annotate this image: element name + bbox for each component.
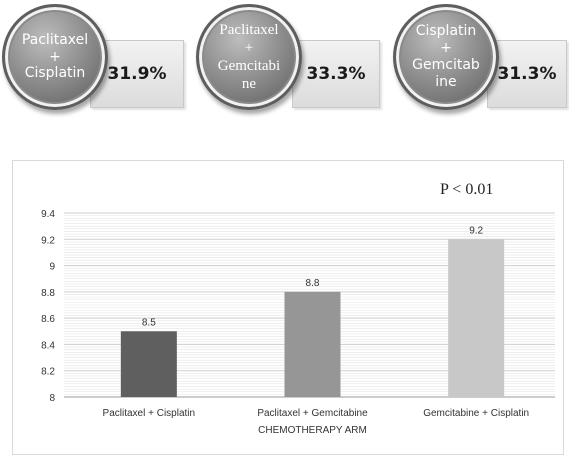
y-tick-label: 8.4 xyxy=(41,340,55,351)
p-value-annotation: P < 0.01 xyxy=(440,181,494,198)
x-tick-label: Paclitaxel + Gemcitabine xyxy=(257,408,368,419)
bar xyxy=(120,331,177,397)
y-tick-label: 9.2 xyxy=(41,235,55,246)
bar xyxy=(448,239,505,397)
y-tick-label: 8.2 xyxy=(41,367,55,378)
x-axis-title: CHEMOTHERAPY ARM xyxy=(258,425,367,436)
arm-circle: Paclitaxel + Cisplatin xyxy=(2,4,108,110)
bar-value-label: 9.2 xyxy=(469,225,483,236)
arm-percent-box: 31.9% xyxy=(90,40,184,108)
arm-percent: 31.9% xyxy=(107,64,167,84)
arm-label: Paclitaxel + Gemcitabi ne xyxy=(217,22,281,92)
arm-summary-1: 31.9% Paclitaxel + Cisplatin xyxy=(0,4,190,118)
arm-percent-box: 31.3% xyxy=(487,40,567,108)
x-tick-label: Paclitaxel + Cisplatin xyxy=(103,408,196,419)
bar xyxy=(284,291,341,397)
arm-label: Cisplatin + Gemcitab ine xyxy=(412,23,480,90)
arm-percent: 31.3% xyxy=(497,64,557,84)
x-tick-label: Gemcitabine + Cisplatin xyxy=(423,408,529,419)
arm-label: Paclitaxel + Cisplatin xyxy=(21,31,89,82)
arm-summary-3: 31.3% Cisplatin + Gemcitab ine xyxy=(393,4,569,118)
y-tick-label: 9 xyxy=(49,262,55,273)
bar-value-label: 8.5 xyxy=(142,317,156,328)
y-tick-label: 8.8 xyxy=(41,288,55,299)
arm-circle: Cisplatin + Gemcitab ine xyxy=(393,4,499,110)
bar-value-label: 8.8 xyxy=(306,278,320,289)
y-tick-label: 9.4 xyxy=(41,209,55,220)
y-tick-label: 8.6 xyxy=(41,314,55,325)
arm-summary-2: 33.3% Paclitaxel + Gemcitabi ne xyxy=(196,4,386,118)
y-tick-label: 8 xyxy=(49,393,55,404)
arm-percent: 33.3% xyxy=(306,64,366,84)
arm-circle: Paclitaxel + Gemcitabi ne xyxy=(196,4,302,110)
